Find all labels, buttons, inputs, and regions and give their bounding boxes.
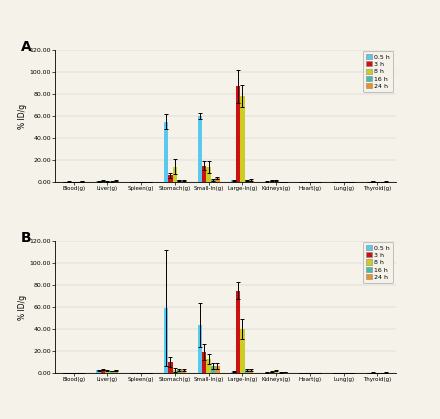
Bar: [236, 291, 240, 373]
Bar: [211, 180, 215, 182]
Bar: [105, 371, 110, 373]
Bar: [240, 329, 245, 373]
Bar: [198, 325, 202, 373]
Bar: [236, 86, 240, 182]
Bar: [274, 180, 279, 182]
Bar: [168, 362, 172, 373]
Bar: [164, 308, 168, 373]
Bar: [274, 371, 279, 373]
Bar: [283, 372, 287, 373]
Bar: [114, 370, 118, 373]
Bar: [211, 366, 215, 373]
Bar: [181, 180, 186, 182]
Legend: 0.5 h, 3 h, 8 h, 16 h, 24 h: 0.5 h, 3 h, 8 h, 16 h, 24 h: [363, 51, 393, 92]
Bar: [245, 370, 249, 373]
Bar: [206, 359, 211, 373]
Bar: [67, 181, 71, 182]
Bar: [96, 181, 101, 182]
Bar: [114, 181, 118, 182]
Bar: [206, 167, 211, 182]
Bar: [110, 371, 114, 373]
Bar: [172, 370, 177, 373]
Bar: [101, 181, 105, 182]
Bar: [270, 372, 274, 373]
Bar: [215, 178, 220, 182]
Bar: [384, 181, 389, 182]
Bar: [168, 176, 172, 182]
Bar: [96, 370, 101, 373]
Bar: [181, 370, 186, 373]
Bar: [215, 366, 220, 373]
Y-axis label: % ID/g: % ID/g: [18, 103, 26, 129]
Bar: [249, 180, 253, 182]
Bar: [164, 122, 168, 182]
Bar: [105, 181, 110, 182]
Text: B: B: [21, 231, 32, 245]
Bar: [245, 180, 249, 182]
Bar: [265, 372, 270, 373]
Bar: [371, 181, 375, 182]
Bar: [172, 167, 177, 182]
Bar: [202, 352, 206, 373]
Bar: [101, 370, 105, 373]
Bar: [202, 166, 206, 182]
Y-axis label: % ID/g: % ID/g: [18, 295, 26, 320]
Bar: [270, 181, 274, 182]
Bar: [177, 180, 181, 182]
Bar: [177, 370, 181, 373]
Legend: 0.5 h, 3 h, 8 h, 16 h, 24 h: 0.5 h, 3 h, 8 h, 16 h, 24 h: [363, 242, 393, 283]
Bar: [240, 96, 245, 182]
Bar: [231, 180, 236, 182]
Bar: [249, 370, 253, 373]
Text: A: A: [21, 40, 32, 54]
Bar: [110, 181, 114, 182]
Bar: [198, 116, 202, 182]
Bar: [231, 372, 236, 373]
Bar: [80, 181, 84, 182]
